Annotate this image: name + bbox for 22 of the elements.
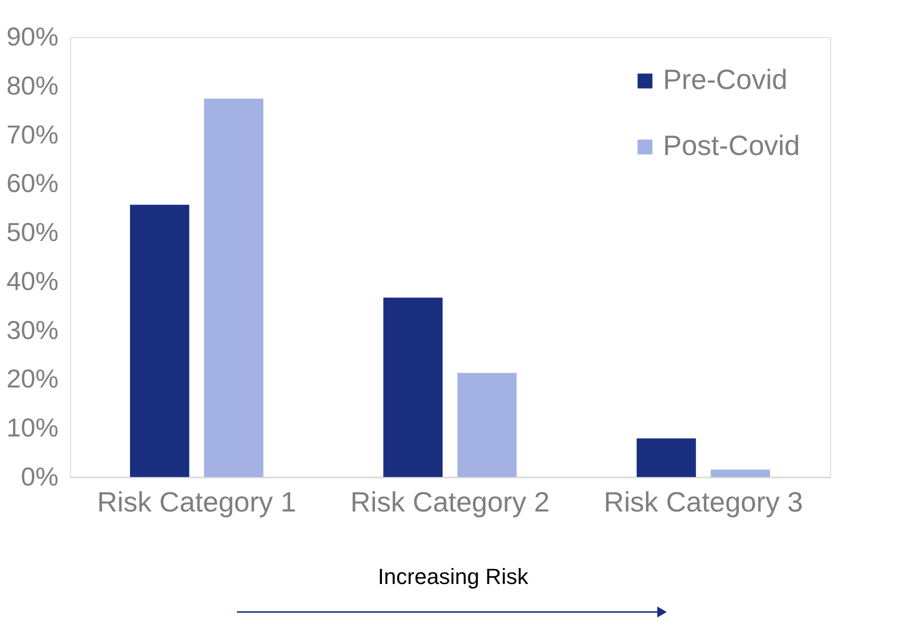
y-tick-label: 40%: [6, 266, 58, 296]
bar: [204, 98, 264, 477]
y-tick-label: 60%: [6, 168, 58, 198]
x-tick-label: Risk Category 3: [604, 486, 803, 518]
y-tick-label: 0%: [20, 462, 58, 492]
legend-label: Pre-Covid: [663, 64, 788, 95]
y-tick-label: 90%: [6, 22, 58, 52]
bar: [383, 298, 443, 477]
bar: [457, 372, 517, 477]
y-tick-label: 80%: [6, 70, 58, 100]
text: Increasing Risk: [378, 564, 530, 589]
x-tick-label: Risk Category 1: [97, 486, 296, 518]
y-tick-label: 70%: [6, 119, 58, 150]
x-tick-label: Risk Category 2: [350, 486, 550, 518]
y-tick-label: 30%: [6, 314, 58, 345]
y-tick-label: 50%: [6, 217, 58, 248]
bar: [636, 438, 696, 477]
legend-label: Post-Covid: [663, 130, 800, 161]
bar: [710, 470, 770, 477]
y-tick-label: 10%: [6, 412, 58, 443]
bar: [130, 204, 190, 477]
y-tick-label: 20%: [6, 364, 58, 394]
